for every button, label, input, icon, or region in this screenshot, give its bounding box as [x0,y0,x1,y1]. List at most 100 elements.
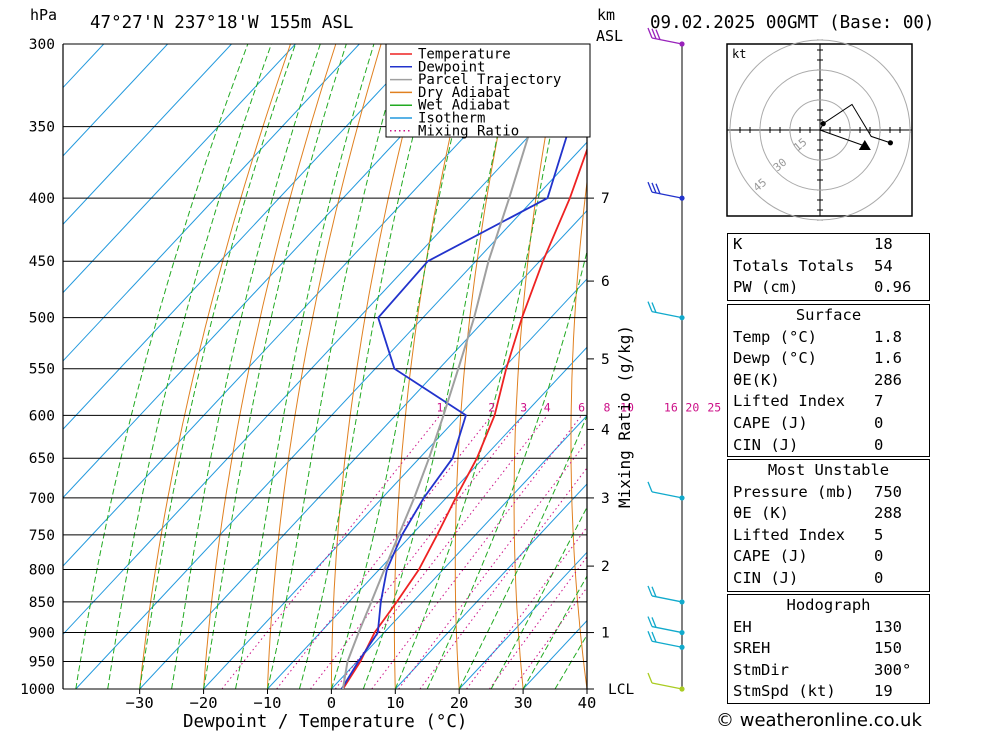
index-value: 130 [874,617,902,636]
wind-barb-flag [647,27,653,39]
wind-barb [647,616,685,636]
dry-adiabat-line [203,44,337,689]
index-row: CAPE (J) 0 [728,546,929,568]
pressure-tick-label: 450 [29,254,55,270]
wind-level-dot [679,644,685,650]
index-label: Temp (°C) [733,327,817,346]
pressure-tick-label: 600 [29,408,55,424]
wind-level-dot [679,315,685,321]
index-label: StmDir [733,660,789,679]
mixing-ratio-label: 20 [685,400,699,414]
index-value: 286 [874,370,902,389]
isotherm-line [458,551,587,689]
mixing-ratio-label: 25 [707,400,721,414]
mixing-ratio-line [419,467,587,689]
storm-motion-line [819,129,865,147]
mixing-ratio-line [371,414,582,689]
index-label: Lifted Index [733,525,845,544]
index-row: CAPE (J) 0 [728,413,929,435]
hodograph-stats-title: Hodograph [786,596,871,614]
wind-barb-flag [647,616,653,627]
index-row: StmSpd (kt) 19 [728,681,929,703]
chart-axes: 3003504004505005506006507007508008509009… [20,37,634,712]
index-label: Totals Totals [733,256,855,275]
pressure-tick-label: 750 [29,528,55,544]
index-label: θE (K) [733,504,789,523]
index-row: CIN (J) 0 [728,435,929,457]
chart-series [340,44,587,689]
wind-barb-shaft [651,491,683,499]
km-unit-label: km [597,6,615,24]
pressure-tick-label: 850 [29,595,55,611]
temperature-tick-label: 0 [327,694,336,712]
wet-adiabat-line [203,44,347,689]
hodograph-ring [789,99,851,161]
index-value: 19 [874,682,893,701]
wet-adiabat-line [490,506,587,689]
legend-entry-label: Isotherm [418,111,485,127]
pressure-tick-label: 400 [29,191,55,207]
wind-level-dot [679,495,685,501]
temperature-tick-label: −10 [253,694,281,712]
isotherm-line [63,44,169,157]
wind-barb-flag [647,630,653,642]
index-row: SREH 150 [728,638,929,660]
index-label: CIN (J) [733,435,799,454]
pressure-tick-label: 300 [29,37,55,53]
wet-adiabat-line [139,44,296,689]
isotherm-line [394,483,587,689]
pressure-tick-label: 1000 [20,682,55,698]
legend-entry-label: Wet Adiabat [418,98,511,114]
mixing-ratio-label: 10 [620,400,634,414]
index-row: StmDir 300° [728,660,929,682]
wind-barb-flag [651,302,657,313]
chart-grid: 1 2 3 4 6 8 10 16 20 25 [63,43,721,690]
wind-barb-flag [655,29,661,40]
hodograph-ring [729,39,911,221]
wind-barb [647,301,685,321]
wind-barb-shaft [651,311,683,319]
legend-entry-label: Temperature [418,47,511,63]
wind-barb-flag [647,585,653,597]
mixing-ratio-line [334,414,548,689]
wind-barb-flag [651,586,657,597]
hodograph-unit-label: kt [732,47,746,61]
legend-box [385,43,591,138]
index-value: 0.96 [874,278,912,297]
km-tick-label: 3 [601,491,610,507]
wet-adiabat-line [298,44,438,689]
mixing-ratio-axis-title: Mixing Ratio (g/kg) [615,325,634,508]
station-location: 47°27'N 237°18'W 155m ASL [90,13,353,33]
legend-entry-label: Dry Adiabat [418,85,511,101]
index-value: 288 [874,504,902,523]
km-tick-label: LCL [608,682,634,698]
wind-level-dot [679,599,685,605]
copyright-link[interactable]: © weatheronline.co.uk [716,710,922,731]
index-row: Dewp (°C) 1.6 [728,348,929,370]
index-row: Lifted Index 7 [728,391,929,413]
most-unstable-title: Most Unstable [767,461,890,479]
wet-adiabat-line [107,44,272,689]
isotherm-line [139,209,587,689]
isotherm-line [331,414,587,689]
hodograph-end-point [887,140,894,146]
pressure-tick-label: 550 [29,362,55,378]
index-row: K 18 [728,234,929,256]
index-row: EH 130 [728,617,929,639]
index-row: Totals Totals 54 [728,256,929,278]
index-value: 5 [874,525,884,544]
mixing-ratio-line [310,414,525,689]
km-tick-label: 2 [601,559,610,575]
index-row: θE (K) 288 [728,503,929,525]
index-value: 150 [874,639,902,658]
km-tick-label: 4 [601,422,610,438]
index-value: 1.6 [874,349,902,368]
index-label: CAPE (J) [733,413,808,432]
pressure-tick-label: 700 [29,491,55,507]
index-value: 0 [874,547,884,566]
wind-barb [647,27,685,47]
temperature-tick-label: 10 [386,694,405,712]
legend-entry-label: Mixing Ratio [418,123,519,139]
